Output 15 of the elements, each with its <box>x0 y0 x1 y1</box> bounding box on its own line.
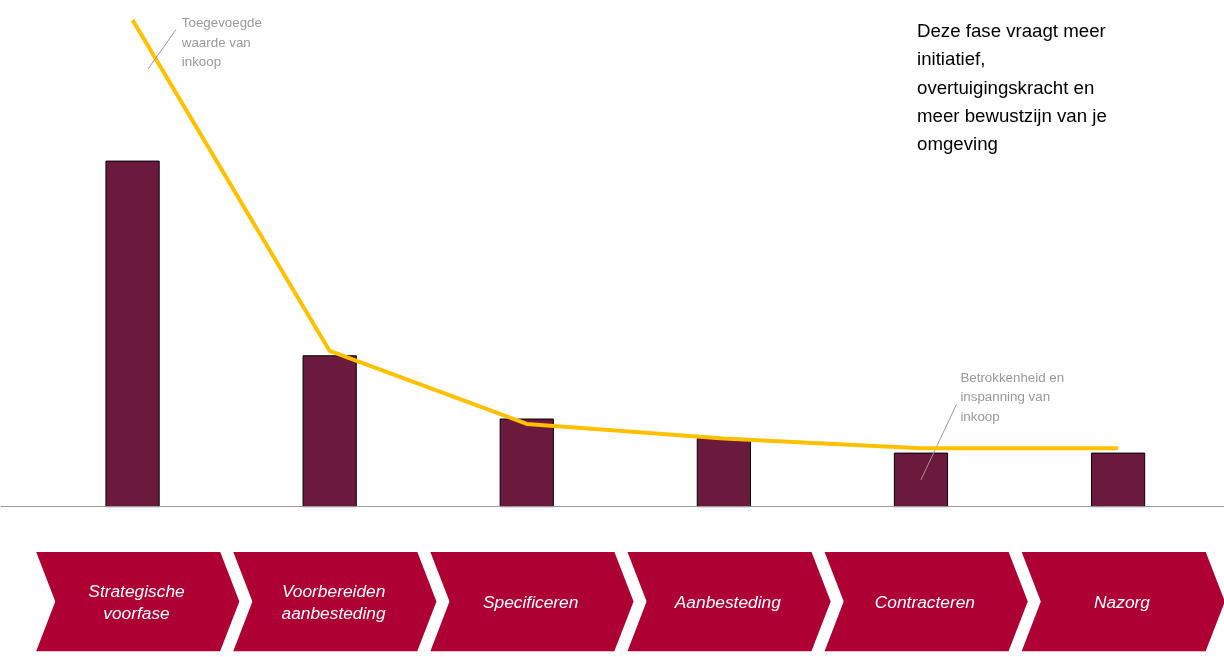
x-tick-label: Specificeren <box>483 591 579 612</box>
x-tick-label: Nazorg <box>1094 591 1151 612</box>
bar <box>696 438 751 508</box>
x-tick-label: Contracteren <box>874 591 975 612</box>
x-tick-label: Aanbesteding <box>673 591 782 612</box>
annotation: Deze fase vraagt meer initiatief, overtuigingskracht en meer bewustzijn van je omgeving <box>917 19 1107 155</box>
bar <box>1090 452 1146 508</box>
bar <box>105 160 160 508</box>
x-tick-label: Strategische voorfase <box>88 580 185 623</box>
x-tick-label: Voorbereiden aanbesteding <box>281 580 386 623</box>
bar <box>499 418 554 508</box>
bar <box>302 355 357 508</box>
text: Betrokkenheid en inspanning van inkoop <box>960 369 1065 424</box>
bar <box>893 452 949 508</box>
series-label: Toegevoegde waarde van inkoop <box>180 15 262 70</box>
